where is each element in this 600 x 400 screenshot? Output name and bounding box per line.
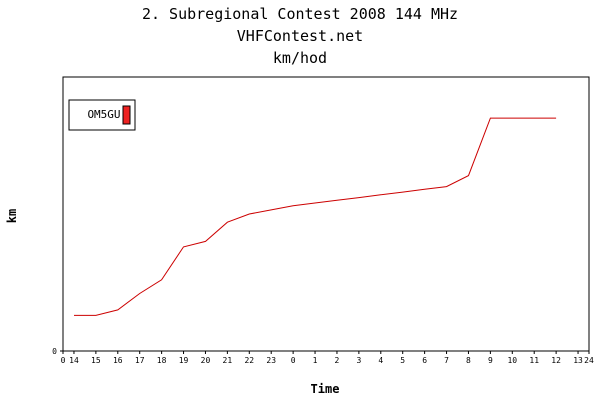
x-axis-title: Time <box>311 382 340 396</box>
x-tick-label: 7 <box>444 356 449 365</box>
x-tick-label: 18 <box>157 356 167 365</box>
legend-swatch <box>122 105 131 125</box>
x-tick-label: 3 <box>356 356 361 365</box>
y-axis: 0 <box>52 347 63 356</box>
x-tick-label: 12 <box>551 356 561 365</box>
x-tick-label: 8 <box>466 356 471 365</box>
x-axis: 0 14 15 16 17 18 19 20 21 22 23 0 1 2 3 4 5 6 7 8 9 10 11 12 13 2… <box>61 351 594 365</box>
x-tick-label: 11 <box>529 356 539 365</box>
x-tick-label: 14 <box>69 356 79 365</box>
x-tick-label: 5 <box>400 356 405 365</box>
x-tick-label: 23 <box>266 356 276 365</box>
x-tick-label: 10 <box>507 356 517 365</box>
plot-area <box>62 76 590 352</box>
x-tick-label: 22 <box>244 356 254 365</box>
legend: OM5GU <box>68 99 136 131</box>
x-tick-label: 21 <box>223 356 233 365</box>
y-axis-title: km <box>5 209 19 223</box>
x-tick-label: 6 <box>422 356 427 365</box>
chart-units: km/hod <box>273 49 327 67</box>
x-tick-label: 15 <box>91 356 101 365</box>
x-tick-label: 1 <box>313 356 318 365</box>
chart-subtitle: VHFContest.net <box>237 27 363 45</box>
x-tick-label: 20 <box>201 356 211 365</box>
x-tick-label: 4 <box>378 356 383 365</box>
legend-label: OM5GU <box>87 108 120 121</box>
x-tick-label: 9 <box>488 356 493 365</box>
y-tick-label: 0 <box>52 347 57 356</box>
series-layer <box>74 117 557 316</box>
chart-title: 2. Subregional Contest 2008 144 MHz <box>142 5 458 23</box>
x-tick-label: 17 <box>135 356 145 365</box>
x-tick-label: 0 <box>291 356 296 365</box>
x-tick-label: 24 <box>584 356 594 365</box>
x-tick-label: 13 <box>573 356 583 365</box>
x-tick-label: 16 <box>113 356 123 365</box>
x-tick-label: 0 <box>61 356 66 365</box>
x-tick-label: 19 <box>179 356 189 365</box>
series-line <box>74 117 557 316</box>
x-tick-label: 2 <box>335 356 340 365</box>
